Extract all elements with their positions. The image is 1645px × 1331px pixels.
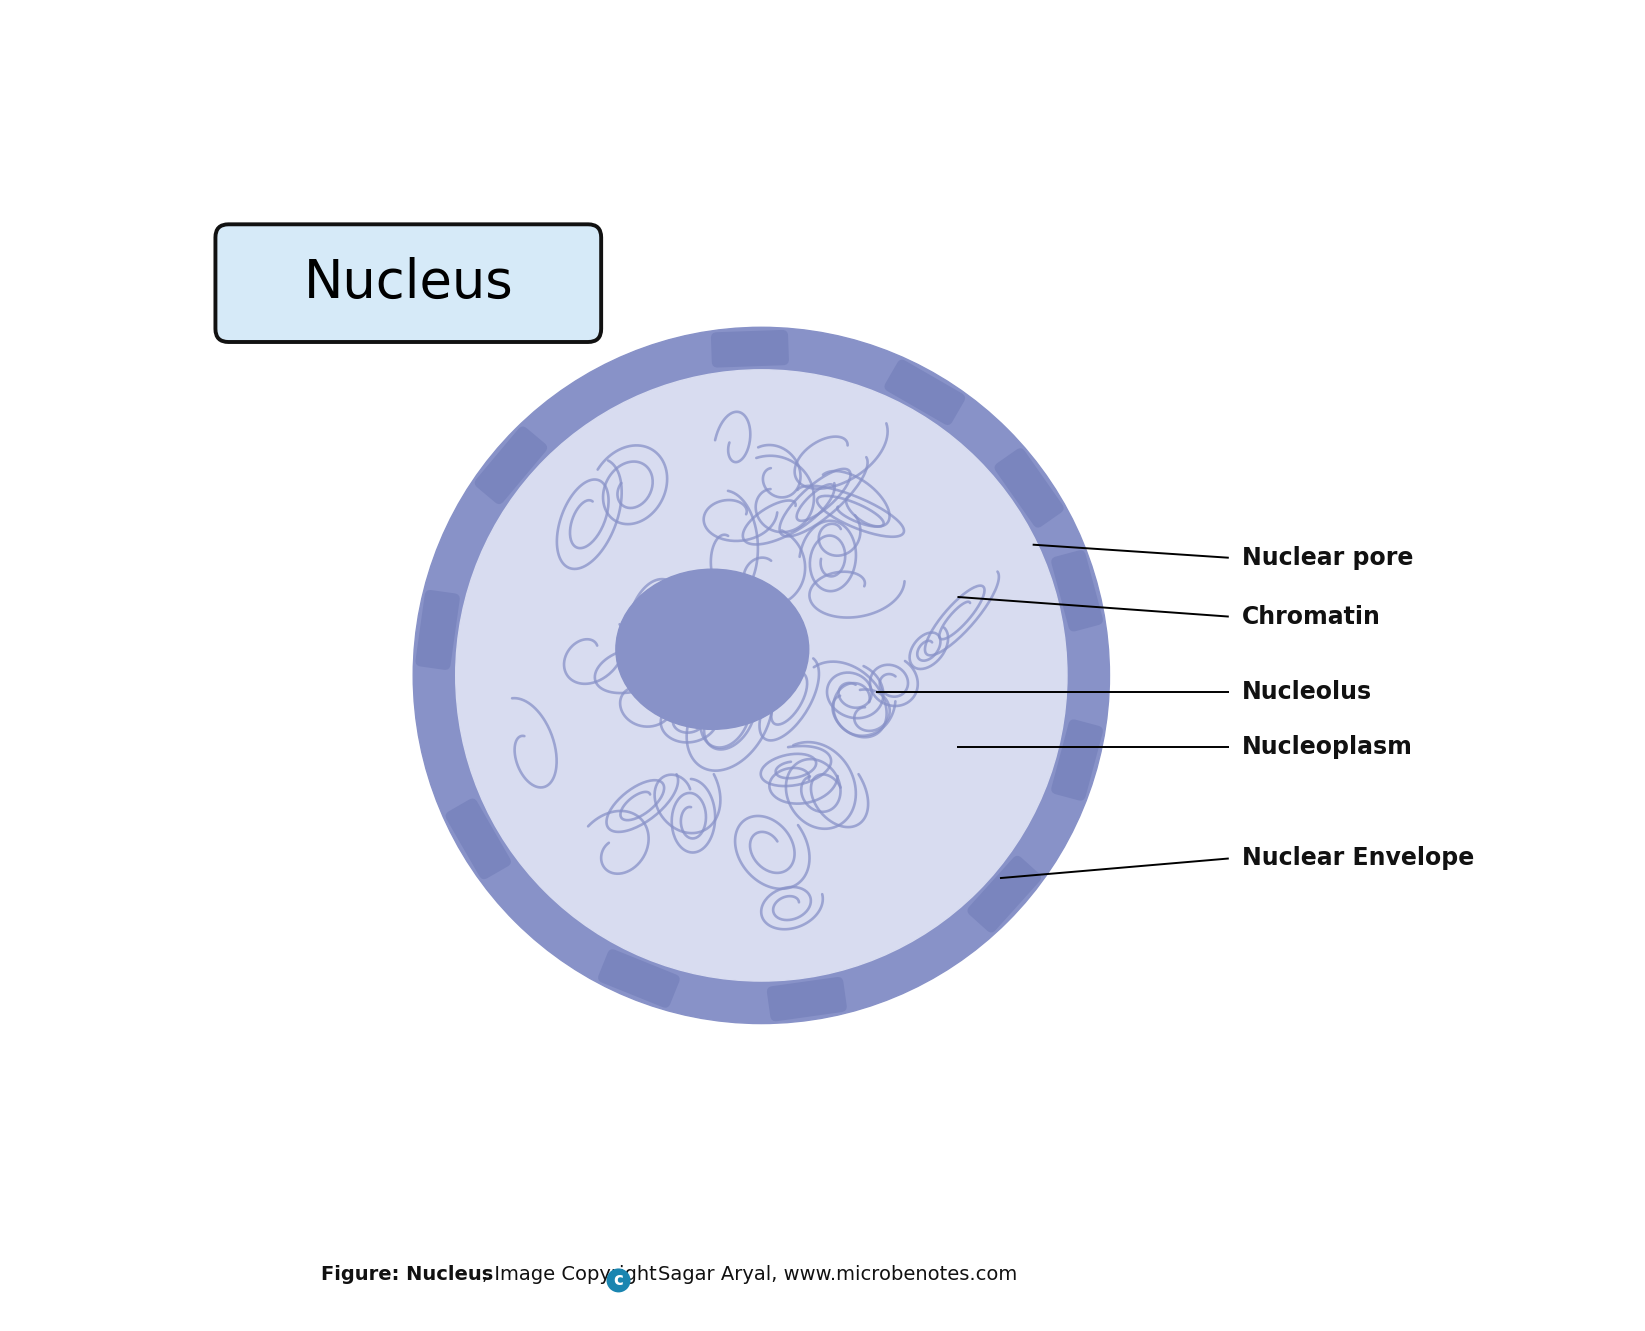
Circle shape xyxy=(413,327,1109,1024)
FancyBboxPatch shape xyxy=(767,977,847,1021)
Text: Figure: Nucleus: Figure: Nucleus xyxy=(321,1266,494,1284)
FancyBboxPatch shape xyxy=(475,426,548,504)
FancyBboxPatch shape xyxy=(995,449,1064,527)
Text: c: c xyxy=(614,1271,623,1290)
FancyBboxPatch shape xyxy=(1051,550,1102,631)
Text: Chromatin: Chromatin xyxy=(1242,604,1380,628)
Text: Sagar Aryal, www.microbenotes.com: Sagar Aryal, www.microbenotes.com xyxy=(658,1266,1017,1284)
FancyBboxPatch shape xyxy=(215,225,600,342)
Text: Nucleolus: Nucleolus xyxy=(1242,680,1372,704)
FancyBboxPatch shape xyxy=(711,330,790,367)
Circle shape xyxy=(456,370,1068,981)
Ellipse shape xyxy=(615,570,809,729)
FancyBboxPatch shape xyxy=(446,799,512,880)
FancyBboxPatch shape xyxy=(599,949,679,1008)
Text: Nuclear Envelope: Nuclear Envelope xyxy=(1242,847,1474,870)
Text: Nuclear pore: Nuclear pore xyxy=(1242,546,1413,570)
Text: , Image Copyright: , Image Copyright xyxy=(482,1266,663,1284)
Text: Nucleoplasm: Nucleoplasm xyxy=(1242,735,1413,760)
FancyBboxPatch shape xyxy=(416,590,459,669)
FancyBboxPatch shape xyxy=(885,359,966,425)
Text: Nucleus: Nucleus xyxy=(303,257,513,309)
FancyBboxPatch shape xyxy=(1051,719,1102,801)
FancyBboxPatch shape xyxy=(967,856,1041,933)
